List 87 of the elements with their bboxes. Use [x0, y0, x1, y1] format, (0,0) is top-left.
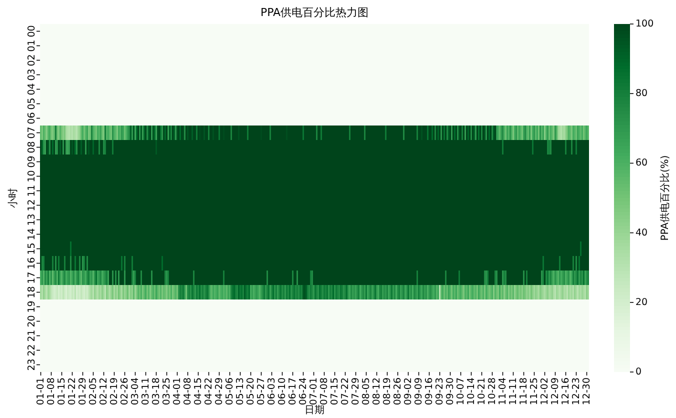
y-tick-label: 21	[26, 330, 38, 342]
y-tick-label: 07	[26, 126, 38, 139]
x-tick-label: 07-29	[350, 378, 362, 406]
y-tick-label: 03	[26, 68, 38, 81]
x-label: 日期	[304, 405, 324, 416]
y-tick-label: 23	[26, 358, 38, 371]
x-tick-label: 02-19	[108, 378, 120, 406]
y-tick-label: 16	[26, 257, 38, 270]
y-tick-label: 01	[26, 40, 38, 52]
y-tick-label: 15	[26, 242, 38, 255]
x-tick-label: 06-24	[298, 378, 309, 406]
x-tick-label: 01-15	[56, 378, 68, 406]
x-tick-label: 07-22	[340, 378, 351, 406]
y-tick-label: 00	[26, 25, 38, 38]
x-tick-label: 10-21	[476, 378, 488, 406]
y-tick-label: 13	[26, 214, 38, 226]
x-tick-label: 10-28	[486, 378, 498, 406]
x-tick-label: 08-19	[382, 378, 393, 406]
y-tick-label: 14	[26, 228, 38, 240]
x-tick-label: 11-18	[518, 378, 530, 406]
x-tick-label: 06-10	[276, 378, 288, 406]
colorbar-tick-label: 80	[636, 88, 648, 100]
x-tick-label: 03-18	[150, 378, 162, 406]
y-tick-label: 06	[26, 112, 38, 124]
x-tick-label: 02-05	[88, 378, 99, 406]
y-tick-label: 09	[26, 156, 38, 168]
x-tick-label: 07-08	[318, 378, 330, 406]
y-tick-label: 22	[26, 344, 38, 356]
x-tick-label: 05-27	[256, 378, 267, 406]
x-tick-label: 12-23	[570, 378, 582, 406]
x-tick-label: 03-25	[161, 378, 172, 406]
colorbar-tick-label: 20	[636, 296, 648, 308]
x-tick-label: 04-22	[203, 378, 214, 406]
x-tick-label: 05-13	[234, 378, 246, 406]
x-tick-label: 07-01	[308, 378, 320, 406]
x-tick-label: 12-09	[550, 378, 561, 406]
y-tick-label: 17	[26, 272, 38, 284]
x-tick-label: 08-12	[371, 378, 382, 406]
x-tick-label: 04-01	[172, 378, 183, 406]
y-label: 小时	[8, 188, 19, 208]
y-tick-label: 20	[26, 315, 38, 328]
x-tick-label: 08-05	[360, 378, 372, 406]
y-tick-label: 19	[26, 300, 38, 313]
x-tick-label: 12-02	[539, 378, 550, 406]
x-tick-label: 09-23	[434, 378, 446, 406]
y-tick-label: 12	[26, 199, 38, 212]
x-tick-label: 02-26	[119, 378, 130, 406]
x-tick-label: 11-25	[528, 378, 540, 406]
x-tick-label: 11-11	[508, 378, 519, 406]
x-tick-label: 03-11	[140, 378, 152, 406]
x-tick-label: 04-29	[214, 378, 225, 406]
x-tick-label: 12-16	[560, 378, 572, 406]
x-tick-label: 09-30	[444, 378, 456, 406]
x-tick-label: 05-20	[245, 378, 256, 406]
title: PPA供电百分比热力图	[260, 6, 369, 19]
colorbar-label: PPA供电百分比(%)	[660, 155, 671, 241]
x-tick-label: 06-17	[287, 378, 298, 406]
colorbar-tick-label: 40	[636, 227, 648, 238]
x-tick-label: 08-26	[392, 378, 404, 406]
x-tick-label: 01-08	[46, 378, 57, 406]
y-tick-label: 02	[26, 54, 38, 66]
x-tick-label: 01-29	[77, 378, 88, 406]
y-tick-label: 04	[26, 83, 38, 96]
y-tick-label: 18	[26, 286, 38, 298]
colorbar-tick-label: 100	[636, 18, 654, 30]
y-tick-label: 08	[26, 141, 38, 154]
x-tick-label: 09-02	[402, 378, 414, 406]
x-tick-label: 01-01	[35, 378, 46, 406]
x-tick-label: 04-15	[192, 378, 204, 406]
x-tick-label: 05-06	[224, 378, 236, 406]
colorbar-tick-label: 0	[636, 366, 642, 378]
x-tick-label: 10-07	[455, 378, 466, 406]
x-tick-label: 07-15	[329, 378, 340, 406]
x-tick-label: 04-08	[182, 378, 194, 406]
x-tick-label: 01-22	[66, 378, 78, 406]
x-tick-label: 10-14	[466, 378, 477, 406]
colorbar-tick-label: 60	[636, 158, 648, 169]
y-tick-label: 05	[26, 98, 38, 110]
x-tick-label: 09-09	[413, 378, 424, 406]
x-tick-label: 11-04	[497, 378, 508, 406]
x-tick-label: 03-04	[130, 378, 141, 406]
y-tick-label: 11	[26, 184, 38, 197]
x-tick-label: 06-03	[266, 378, 278, 406]
x-tick-label: 12-30	[581, 378, 592, 406]
x-tick-label: 09-16	[424, 378, 435, 406]
y-tick-label: 10	[26, 170, 38, 182]
x-tick-label: 02-12	[98, 378, 110, 406]
